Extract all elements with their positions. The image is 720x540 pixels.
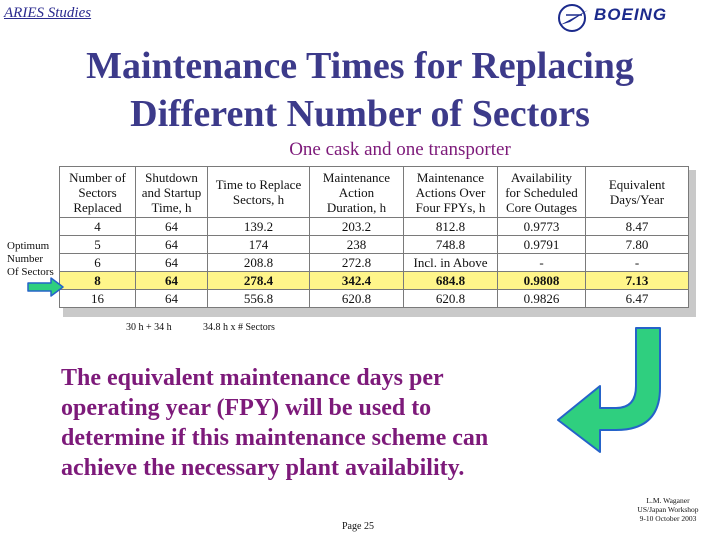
table-cell: 5	[59, 235, 136, 254]
table-cell: 208.8	[207, 253, 310, 272]
page-number: Page 25	[342, 521, 374, 532]
logo-wordmark: BOEING	[594, 5, 668, 24]
table-cell: 64	[135, 217, 208, 236]
table-cell: 0.9791	[497, 235, 586, 254]
table-row: 16 64 556.8 620.8 620.8 0.9826 6.47	[59, 289, 689, 308]
table-cell: 8	[59, 271, 136, 290]
subtitle: One cask and one transporter	[289, 139, 511, 160]
table-cell: 174	[207, 235, 310, 254]
header-actions-four-fpys: Maintenance Actions Over Four FPYs, h	[403, 166, 498, 218]
table-cell: 139.2	[207, 217, 310, 236]
table-cell: 203.2	[309, 217, 404, 236]
table-cell: 7.80	[585, 235, 689, 254]
right-arrow-icon	[27, 277, 64, 297]
table-row: 4 64 139.2 203.2 812.8 0.9773 8.47	[59, 217, 689, 236]
table-cell: 16	[59, 289, 136, 308]
table-row: 5 64 174 238 748.8 0.9791 7.80	[59, 235, 689, 254]
body-text: The equivalent maintenance days per oper…	[61, 365, 489, 481]
title-line-2: Different Number of Sectors	[130, 93, 590, 135]
table-cell: 272.8	[309, 253, 404, 272]
table-cell: 64	[135, 271, 208, 290]
note-shutdown-time: 30 h + 34 h	[126, 322, 172, 333]
table-cell: 0.9826	[497, 289, 586, 308]
note-replace-time: 34.8 h x # Sectors	[203, 322, 275, 333]
table-cell: 6	[59, 253, 136, 272]
table-cell: 0.9808	[497, 271, 586, 290]
table-cell: -	[497, 253, 586, 272]
header-equivalent-days: Equivalent Days/Year	[585, 166, 689, 218]
table-cell: 620.8	[309, 289, 404, 308]
table-cell: 812.8	[403, 217, 498, 236]
table-cell: 620.8	[403, 289, 498, 308]
table-cell: 238	[309, 235, 404, 254]
table-cell: 64	[135, 235, 208, 254]
table-cell: 64	[135, 289, 208, 308]
project-label: ARIES Studies	[4, 5, 92, 21]
title-line-1: Maintenance Times for Replacing	[86, 45, 634, 87]
maintenance-table: Number of Sectors Replaced Shutdown and Sta…	[59, 166, 689, 308]
table-cell: 0.9773	[497, 217, 586, 236]
table-cell: 684.8	[403, 271, 498, 290]
table-cell: 4	[59, 217, 136, 236]
table-row-optimum: 8 64 278.4 342.4 684.8 0.9808 7.13	[59, 271, 689, 290]
header-availability: Availability for Scheduled Core Outages	[497, 166, 586, 218]
table-row: 6 64 208.8 272.8 Incl. in Above - -	[59, 253, 689, 272]
table-cell: -	[585, 253, 689, 272]
header-number-of-sectors: Number of Sectors Replaced	[59, 166, 136, 218]
header-action-duration: Maintenance Action Duration, h	[309, 166, 404, 218]
table-cell: 64	[135, 253, 208, 272]
table-cell: 8.47	[585, 217, 689, 236]
table-cell: 748.8	[403, 235, 498, 254]
curved-arrow-icon	[557, 327, 661, 453]
table-cell: Incl. in Above	[403, 253, 498, 272]
page-title: Maintenance Times for Replacing Differen…	[0, 42, 720, 138]
boeing-logo: BOEING	[556, 2, 702, 34]
table-cell: 556.8	[207, 289, 310, 308]
table-cell: 342.4	[309, 271, 404, 290]
table-header-row: Number of Sectors Replaced Shutdown and Sta…	[59, 166, 689, 218]
optimum-label: Optimum Number Of Sectors	[7, 240, 54, 278]
table-cell: 278.4	[207, 271, 310, 290]
header-time-to-replace: Time to Replace Sectors, h	[207, 166, 310, 218]
header-shutdown-startup: Shutdown and Startup Time, h	[135, 166, 208, 218]
table-cell: 6.47	[585, 289, 689, 308]
table-cell: 7.13	[585, 271, 689, 290]
boeing-logo-icon	[558, 4, 588, 32]
author-block: L.M. Waganer US/Japan Workshop 9-10 Octo…	[637, 496, 699, 523]
